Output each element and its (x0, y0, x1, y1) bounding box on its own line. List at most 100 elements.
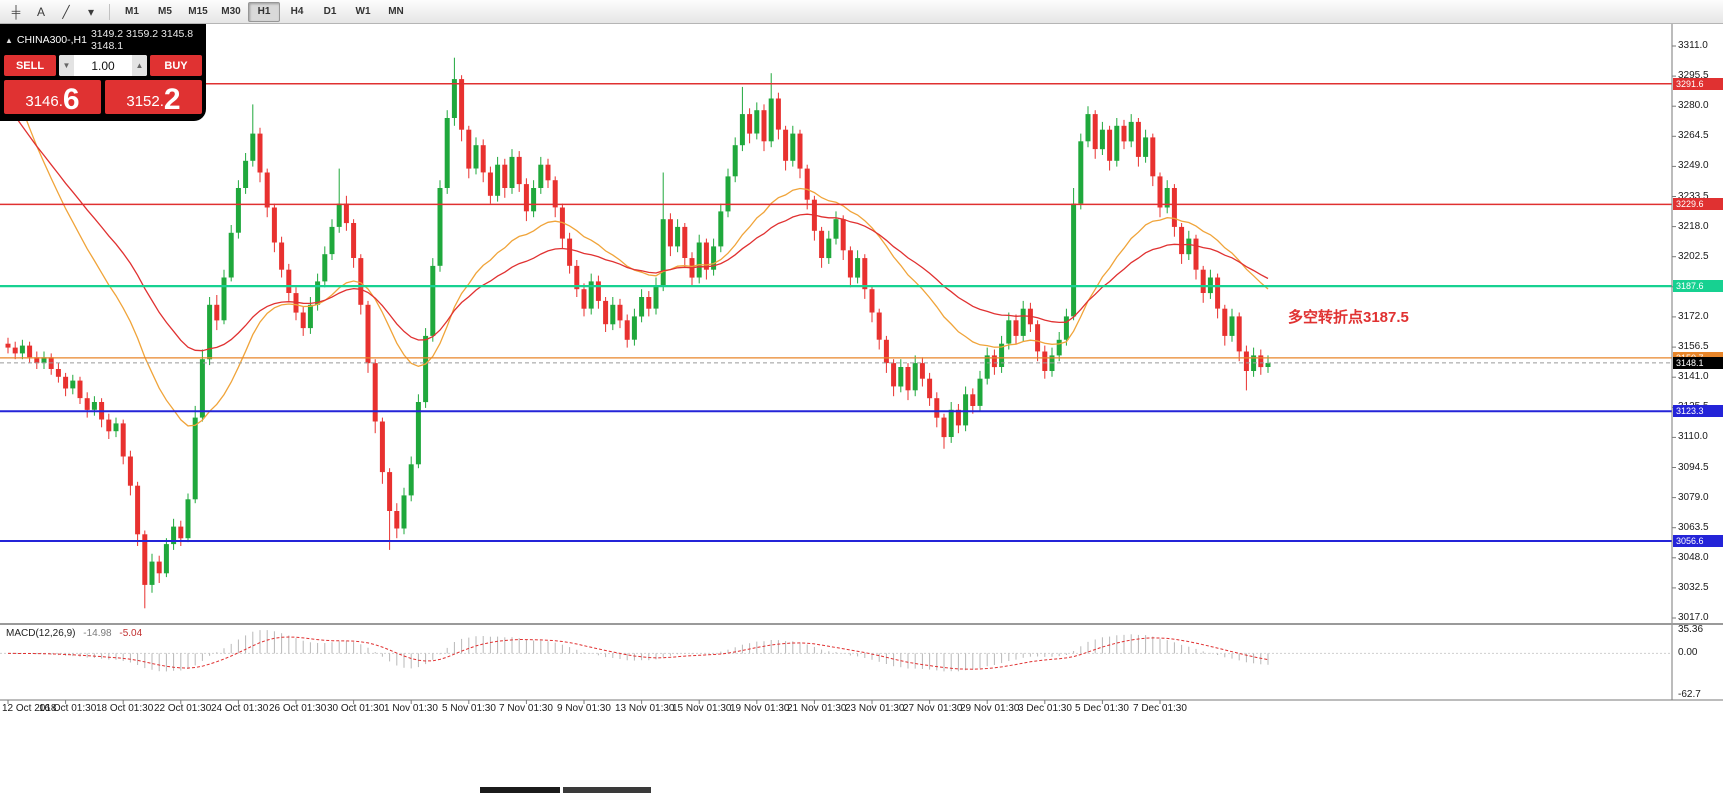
candle (1020, 300, 1026, 342)
candle (408, 456, 414, 502)
volume-control: ▼ 1.00 ▲ (59, 55, 147, 76)
candle (502, 158, 508, 198)
volume-input[interactable]: 1.00 (91, 58, 115, 73)
candle (876, 308, 882, 350)
candle (480, 139, 486, 183)
candle (523, 178, 529, 222)
candle (811, 195, 817, 241)
candle (379, 417, 385, 484)
buy-button[interactable]: BUY (150, 55, 202, 76)
candle (869, 285, 875, 323)
candle (70, 374, 76, 395)
candle (199, 349, 205, 422)
candle (1222, 304, 1228, 346)
candle (1042, 345, 1048, 379)
candle (1121, 119, 1127, 150)
candle (106, 413, 112, 439)
candle (747, 108, 753, 144)
candle (343, 195, 349, 231)
candle (617, 298, 623, 329)
candle (430, 258, 436, 342)
candle (1027, 302, 1033, 332)
candle (300, 306, 306, 336)
crosshair-tool-icon[interactable]: ╪ (11, 4, 21, 19)
candle (1107, 125, 1113, 171)
timeframe-button-w1[interactable]: W1 (355, 6, 371, 17)
candle (394, 503, 400, 539)
candle (365, 300, 371, 373)
candle (84, 392, 90, 418)
candle (142, 530, 148, 609)
candle (775, 92, 781, 140)
candle (228, 225, 234, 282)
buy-price-display[interactable]: 3152. 2 (105, 80, 202, 115)
candle (401, 487, 407, 535)
candle (826, 230, 832, 264)
candle (1085, 106, 1091, 148)
candle (1186, 230, 1192, 260)
ma-slow-line (7, 67, 1269, 427)
candle (1013, 314, 1019, 344)
candle (711, 238, 717, 276)
timeframe-button-m15[interactable]: M15 (188, 6, 208, 17)
collapse-panel-icon[interactable]: ▲ (5, 35, 13, 45)
candle (804, 164, 810, 210)
candle (970, 388, 976, 414)
candle (466, 125, 472, 179)
timeframe-button-d1[interactable]: D1 (323, 6, 337, 17)
candle (243, 153, 249, 194)
volume-increase-button[interactable]: ▲ (132, 55, 147, 76)
timeframe-button-m30[interactable]: M30 (221, 6, 241, 17)
candle (653, 277, 659, 315)
candle (955, 404, 961, 434)
candle (819, 226, 825, 268)
candle (1099, 121, 1105, 155)
timeframe-button-m5[interactable]: M5 (158, 6, 172, 17)
text-tool-icon[interactable]: A (36, 4, 45, 19)
candle (113, 417, 119, 438)
candle (840, 215, 846, 260)
volume-decrease-button[interactable]: ▼ (59, 55, 74, 76)
drawings-dropdown-icon[interactable]: ▾ (87, 4, 95, 19)
candle (559, 203, 565, 249)
timeframe-button-h4[interactable]: H4 (290, 6, 304, 17)
candle (293, 287, 299, 321)
candle (552, 176, 558, 218)
trendline-tool-icon[interactable]: ╱ (62, 4, 70, 19)
candle (948, 402, 954, 443)
timeframe-button-m1[interactable]: M1 (125, 6, 139, 17)
candle (156, 555, 162, 583)
candle (322, 246, 328, 288)
buy-price-main: 3152. (126, 93, 164, 110)
candle (41, 351, 47, 369)
candle (761, 104, 767, 152)
candle (696, 234, 702, 284)
candle (883, 335, 889, 373)
candle (898, 359, 904, 393)
candle (185, 493, 191, 543)
sell-price-display[interactable]: 3146. 6 (4, 80, 101, 115)
candle (235, 180, 241, 239)
candle (725, 168, 731, 218)
candles-layer (5, 57, 1271, 609)
timeframe-button-mn[interactable]: MN (388, 6, 404, 17)
candle (351, 219, 357, 268)
candle (768, 73, 774, 148)
candle (135, 481, 141, 546)
candle (487, 166, 493, 204)
candle (855, 250, 861, 284)
sell-button[interactable]: SELL (4, 55, 56, 76)
candle (1251, 347, 1257, 377)
candle (1193, 234, 1199, 280)
ma-fast-line (7, 105, 1269, 352)
candle (891, 359, 897, 397)
candle (833, 211, 839, 245)
candle (624, 314, 630, 348)
candle (675, 219, 681, 253)
candle (437, 180, 443, 272)
candle (703, 238, 709, 280)
timeframe-button-h1[interactable]: H1 (248, 1, 280, 22)
candle (538, 156, 544, 194)
